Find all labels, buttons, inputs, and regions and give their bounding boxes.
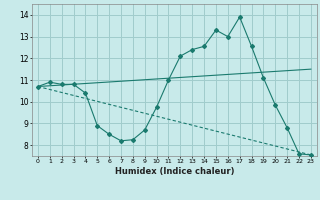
X-axis label: Humidex (Indice chaleur): Humidex (Indice chaleur): [115, 167, 234, 176]
